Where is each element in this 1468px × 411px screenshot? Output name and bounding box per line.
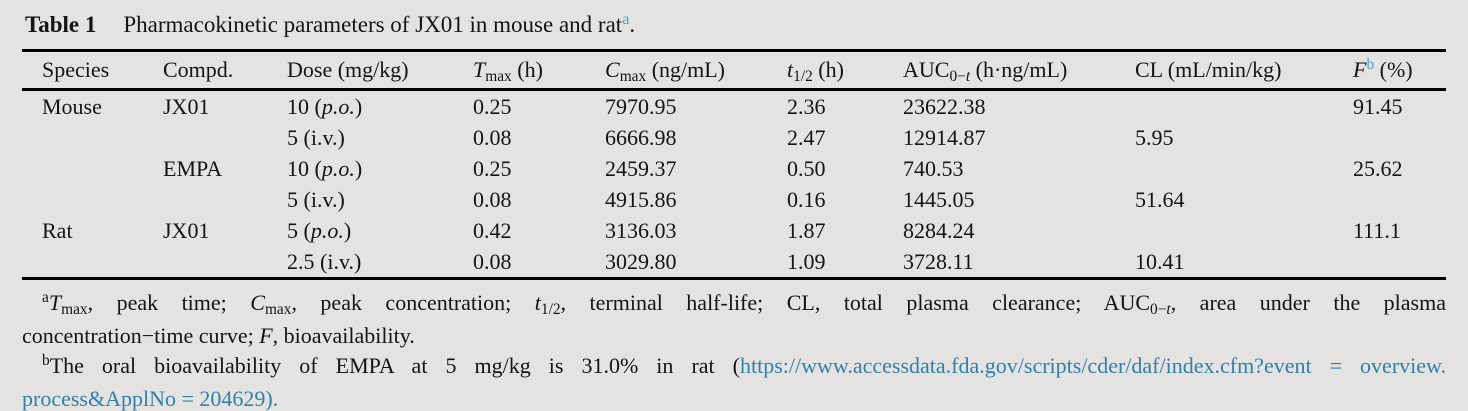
column-header-tmax: Tmax (h) — [473, 50, 605, 91]
cell-cl: 51.64 — [1135, 186, 1185, 212]
cell-compound — [163, 184, 287, 215]
cell-auc: 12914.87 — [903, 124, 986, 150]
cell-thalf: 2.36 — [787, 93, 826, 119]
cell-f: 91.45 — [1353, 93, 1403, 119]
cell-dose: 5 (i.v.) — [287, 186, 345, 212]
table-row: 2.5 (i.v.) 0.08 3029.80 1.09 3728.11 10.… — [22, 246, 1446, 279]
cell-species — [22, 153, 163, 184]
cell-tmax: 0.42 — [473, 217, 512, 243]
cell-dose: 10 (p.o.) — [287, 93, 363, 119]
cell-cl: 5.95 — [1135, 124, 1174, 150]
footnote-b-line-2: process&ApplNo = 204629). — [22, 386, 279, 411]
cell-auc: 23622.38 — [903, 93, 986, 119]
cell-thalf: 1.09 — [787, 248, 826, 274]
cell-cmax: 2459.37 — [605, 155, 677, 181]
column-header-thalf: t1/2 (h) — [787, 50, 903, 91]
column-header-dose: Dose (mg/kg) — [287, 50, 473, 91]
cell-f — [1353, 184, 1446, 215]
cell-thalf: 1.87 — [787, 217, 826, 243]
footnotes: aTmax, peak time; Cmax, peak concentrati… — [22, 288, 1446, 411]
cell-tmax: 0.25 — [473, 93, 512, 119]
cell-cl — [1135, 153, 1353, 184]
cell-tmax: 0.08 — [473, 248, 512, 274]
cell-f — [1353, 246, 1446, 279]
cell-tmax: 0.25 — [473, 155, 512, 181]
table-row: Rat JX01 5 (p.o.) 0.42 3136.03 1.87 8284… — [22, 215, 1446, 246]
cell-species: Rat — [42, 217, 73, 243]
cell-cmax: 6666.98 — [605, 124, 677, 150]
footnote-b-line-1: bThe oral bioavailability of EMPA at 5 m… — [42, 352, 1446, 378]
cell-cl: 10.41 — [1135, 248, 1185, 274]
cell-cmax: 4915.86 — [605, 186, 677, 212]
header-row: Species Compd. Dose (mg/kg) Tmax (h) Cma… — [22, 50, 1446, 91]
cell-compound: JX01 — [163, 217, 210, 243]
table-title-text: Pharmacokinetic parameters of JX01 in mo… — [123, 10, 636, 37]
cell-thalf: 2.47 — [787, 124, 826, 150]
cell-compound: EMPA — [163, 155, 223, 181]
cell-cmax: 3029.80 — [605, 248, 677, 274]
cell-species: Mouse — [42, 93, 102, 119]
cell-dose: 10 (p.o.) — [287, 155, 363, 181]
fda-link[interactable]: process&ApplNo = 204629 — [22, 386, 266, 411]
cell-dose: 5 (p.o.) — [287, 217, 352, 243]
table-title: Table 1 Pharmacokinetic parameters of JX0… — [25, 9, 1446, 43]
table-row: 5 (i.v.) 0.08 4915.86 0.16 1445.05 51.64 — [22, 184, 1446, 215]
column-header-auc: AUC0−t (h·ng/mL) — [903, 50, 1135, 91]
cell-f: 111.1 — [1353, 217, 1401, 243]
cell-compound — [163, 246, 287, 279]
column-header-species: Species — [22, 50, 163, 91]
cell-compound — [163, 122, 287, 153]
column-header-compound: Compd. — [163, 50, 287, 91]
cell-f — [1353, 122, 1446, 153]
cell-cmax: 3136.03 — [605, 217, 677, 243]
cell-cl — [1135, 215, 1353, 246]
pharmacokinetics-table: Species Compd. Dose (mg/kg) Tmax (h) Cma… — [22, 49, 1446, 280]
cell-auc: 1445.05 — [903, 186, 975, 212]
cell-species — [22, 122, 163, 153]
cell-thalf: 0.50 — [787, 155, 826, 181]
column-header-f: Fb (%) — [1353, 50, 1446, 91]
table-title-label: Table 1 — [25, 12, 97, 37]
fda-link[interactable]: https://www.accessdata.fda.gov/scripts/c… — [740, 353, 1446, 378]
table-row: EMPA 10 (p.o.) 0.25 2459.37 0.50 740.53 … — [22, 153, 1446, 184]
footnote-a-line-2: concentration−time curve; F, bioavailabi… — [22, 323, 415, 348]
cell-auc: 8284.24 — [903, 217, 975, 243]
cell-f: 25.62 — [1353, 155, 1403, 181]
cell-cl — [1135, 90, 1353, 123]
cell-dose: 5 (i.v.) — [287, 124, 345, 150]
table-row: 5 (i.v.) 0.08 6666.98 2.47 12914.87 5.95 — [22, 122, 1446, 153]
cell-dose: 2.5 (i.v.) — [287, 248, 362, 274]
cell-tmax: 0.08 — [473, 186, 512, 212]
cell-cmax: 7970.95 — [605, 93, 677, 119]
table-row: Mouse JX01 10 (p.o.) 0.25 7970.95 2.36 2… — [22, 90, 1446, 123]
column-header-cmax: Cmax (ng/mL) — [605, 50, 787, 91]
cell-auc: 3728.11 — [903, 248, 974, 274]
cell-tmax: 0.08 — [473, 124, 512, 150]
cell-species — [22, 184, 163, 215]
cell-species — [22, 246, 163, 279]
cell-thalf: 0.16 — [787, 186, 826, 212]
cell-compound: JX01 — [163, 93, 210, 119]
footnote-a-line-1: aTmax, peak time; Cmax, peak concentrati… — [42, 289, 1446, 318]
column-header-cl: CL (mL/min/kg) — [1135, 50, 1353, 91]
cell-auc: 740.53 — [903, 155, 964, 181]
